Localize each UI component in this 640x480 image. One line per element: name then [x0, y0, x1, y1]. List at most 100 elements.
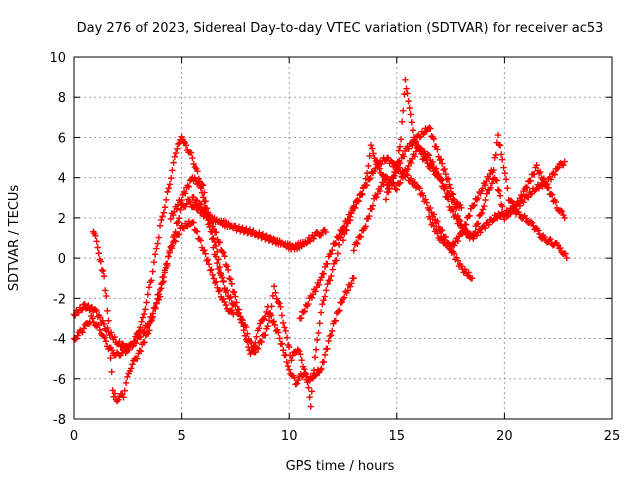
data-point-marker	[284, 334, 290, 340]
y-tick-label: -4	[53, 333, 66, 348]
data-point-marker	[405, 98, 411, 104]
data-point-marker	[283, 328, 289, 334]
data-point-marker	[335, 250, 341, 256]
data-point-marker	[331, 241, 337, 247]
data-point-marker	[141, 311, 147, 317]
data-point-marker	[138, 319, 144, 325]
data-point-marker	[143, 299, 149, 305]
data-point-marker	[108, 369, 114, 375]
data-point-marker	[396, 181, 402, 187]
x-tick-labels: 0510152025	[70, 429, 620, 444]
data-point-marker	[99, 267, 105, 273]
data-point-marker	[205, 257, 211, 263]
x-tick-label: 5	[177, 429, 185, 444]
data-point-marker	[162, 204, 168, 210]
y-tick-label: -2	[53, 292, 66, 307]
data-point-marker	[495, 187, 501, 193]
data-point-marker	[105, 318, 111, 324]
data-point-marker	[323, 287, 329, 293]
data-point-marker	[101, 273, 107, 279]
data-point-marker	[271, 283, 277, 289]
data-point-marker	[153, 245, 159, 251]
data-point-marker	[364, 170, 370, 176]
x-tick-label: 15	[389, 429, 406, 444]
data-point-marker	[96, 250, 102, 256]
y-tick-label: 2	[58, 212, 66, 227]
y-tick-label: 4	[58, 172, 66, 187]
data-point-marker	[504, 185, 510, 191]
data-point-marker	[319, 301, 325, 307]
data-point-marker	[308, 403, 314, 409]
data-point-marker	[154, 240, 160, 246]
data-point-marker	[174, 146, 180, 152]
data-point-marker	[173, 150, 179, 156]
data-point-marker	[159, 213, 165, 219]
data-point-marker	[189, 155, 195, 161]
data-point-marker	[165, 185, 171, 191]
data-point-marker	[227, 276, 233, 282]
data-point-marker	[408, 111, 414, 117]
data-point-marker	[321, 359, 327, 365]
data-point-marker	[169, 167, 175, 173]
data-point-marker	[157, 223, 163, 229]
data-point-marker	[324, 346, 330, 352]
data-point-marker	[100, 268, 106, 274]
x-tick-label: 0	[70, 429, 78, 444]
data-point-marker	[399, 119, 405, 125]
data-point-marker	[170, 159, 176, 165]
y-tick-label: 8	[58, 91, 66, 106]
data-point-marker	[385, 189, 391, 195]
y-tick-label: -6	[53, 373, 66, 388]
data-point-marker	[142, 306, 148, 312]
data-point-marker	[392, 186, 398, 192]
data-point-marker	[496, 188, 502, 194]
data-point-marker	[314, 337, 320, 343]
data-point-marker	[146, 284, 152, 290]
data-point-marker	[151, 259, 157, 265]
data-point-marker	[104, 308, 110, 314]
data-point-marker	[156, 234, 162, 240]
data-point-marker	[482, 197, 488, 203]
x-axis-title: GPS time / hours	[286, 459, 395, 474]
data-point-marker	[383, 196, 389, 202]
data-point-marker	[159, 279, 165, 285]
data-point-marker	[294, 380, 300, 386]
data-point-marker	[245, 344, 251, 350]
data-point-marker	[309, 388, 315, 394]
data-point-marker	[402, 77, 408, 83]
data-point-marker	[322, 293, 328, 299]
data-point-marker	[312, 354, 318, 360]
x-tick-label: 20	[496, 429, 513, 444]
data-point-marker	[161, 209, 167, 215]
data-point-marker	[172, 154, 178, 160]
data-point-marker	[140, 314, 146, 320]
data-point-marker	[497, 193, 503, 199]
data-marks	[71, 77, 570, 410]
data-point-marker	[305, 384, 311, 390]
data-point-marker	[160, 274, 166, 280]
y-axis-title: SDTVAR / TECUs	[7, 185, 22, 292]
data-point-marker	[163, 197, 169, 203]
y-tick-label: 6	[58, 131, 66, 146]
data-point-marker	[220, 278, 226, 284]
data-point-marker	[93, 238, 99, 244]
y-tick-labels: -8-6-4-20246810	[49, 51, 66, 428]
data-point-marker	[168, 175, 174, 181]
data-point-marker	[102, 287, 108, 293]
data-point-marker	[164, 189, 170, 195]
data-point-marker	[270, 318, 276, 324]
data-point-marker	[150, 268, 156, 274]
x-tick-label: 25	[604, 429, 621, 444]
data-point-marker	[94, 244, 100, 250]
data-point-marker	[397, 143, 403, 149]
data-point-marker	[123, 380, 129, 386]
data-point-marker	[335, 308, 341, 314]
data-point-marker	[322, 352, 328, 358]
data-point-marker	[369, 145, 375, 151]
sdtvar-chart: Day 276 of 2023, Sidereal Day-to-day VTE…	[0, 0, 640, 480]
data-point-marker	[224, 263, 230, 269]
data-point-marker	[409, 119, 415, 125]
data-point-marker	[215, 288, 221, 294]
data-point-marker	[281, 324, 287, 330]
data-point-marker	[129, 361, 135, 367]
